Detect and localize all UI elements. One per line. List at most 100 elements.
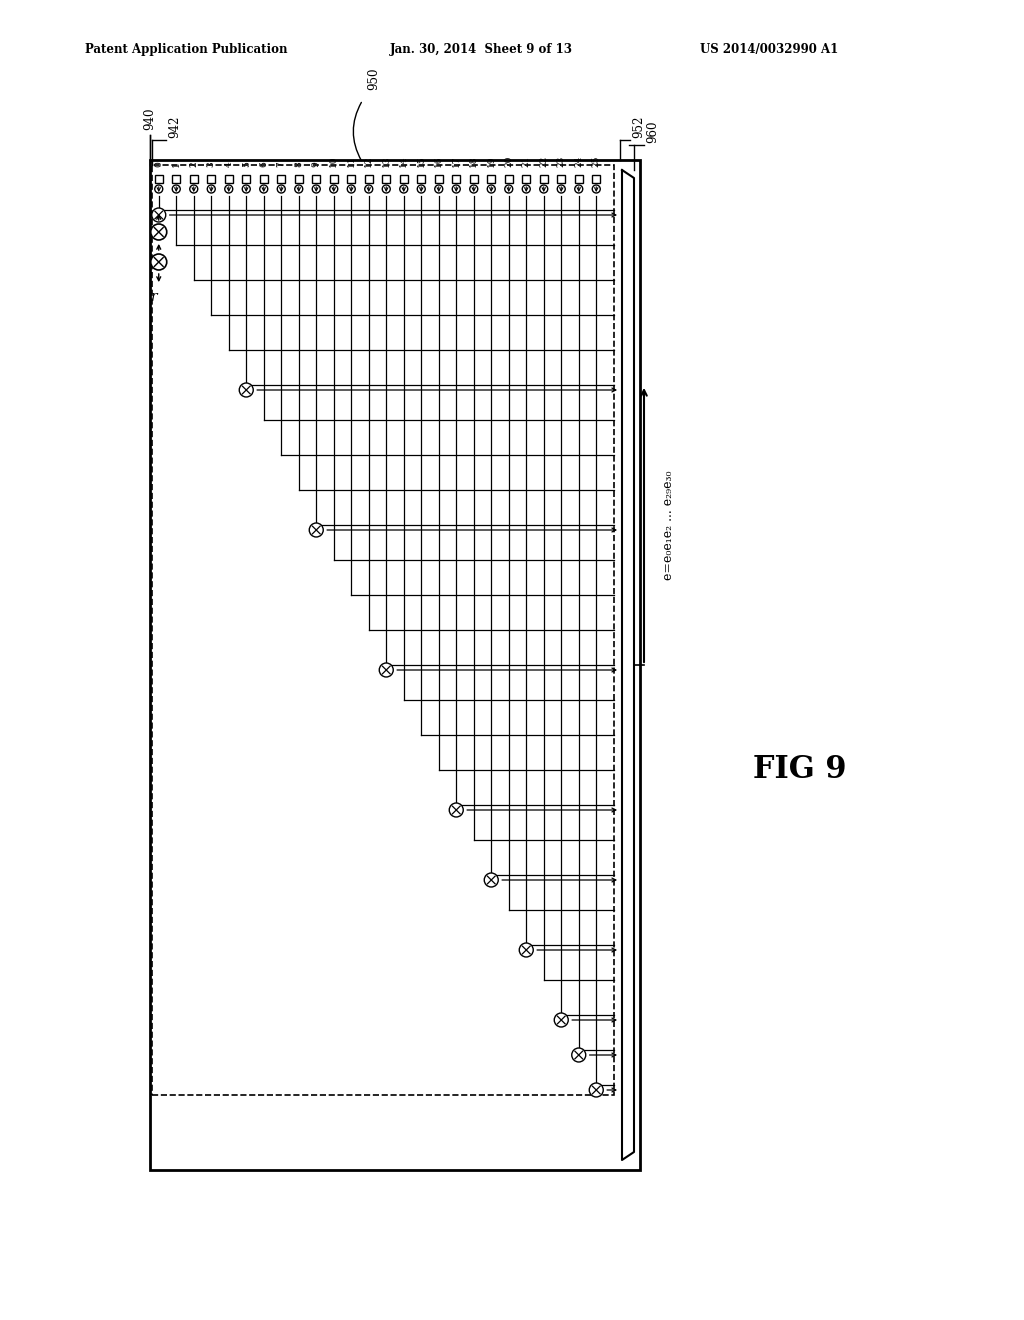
- Text: 2: 2: [189, 161, 199, 168]
- Text: 4: 4: [224, 161, 233, 168]
- Text: 950: 950: [368, 67, 381, 90]
- Circle shape: [379, 663, 393, 677]
- Bar: [207, 176, 215, 183]
- Circle shape: [557, 185, 565, 193]
- Text: 942: 942: [169, 116, 181, 139]
- Circle shape: [312, 185, 321, 193]
- Circle shape: [155, 185, 163, 193]
- Circle shape: [207, 185, 215, 193]
- Bar: [453, 176, 460, 183]
- Circle shape: [470, 185, 478, 193]
- Text: 952: 952: [632, 116, 645, 139]
- Text: r: r: [151, 290, 157, 304]
- Circle shape: [189, 185, 198, 193]
- Circle shape: [592, 185, 600, 193]
- Text: 10: 10: [330, 156, 338, 168]
- Text: 20: 20: [504, 156, 513, 168]
- Bar: [435, 176, 442, 183]
- Circle shape: [260, 185, 267, 193]
- Circle shape: [309, 523, 324, 537]
- Text: 1: 1: [172, 161, 181, 168]
- Circle shape: [589, 1082, 603, 1097]
- Text: 23: 23: [557, 156, 565, 168]
- Circle shape: [347, 185, 355, 193]
- Bar: [522, 176, 530, 183]
- Bar: [487, 176, 496, 183]
- Bar: [295, 176, 303, 183]
- Bar: [278, 176, 286, 183]
- Circle shape: [399, 185, 408, 193]
- Text: 8: 8: [294, 161, 303, 168]
- Circle shape: [487, 185, 496, 193]
- Circle shape: [151, 253, 167, 271]
- Bar: [347, 176, 355, 183]
- Text: FIG 9: FIG 9: [754, 755, 847, 785]
- Bar: [382, 176, 390, 183]
- Bar: [365, 176, 373, 183]
- Text: 6: 6: [259, 161, 268, 168]
- Circle shape: [554, 1012, 568, 1027]
- Text: 3: 3: [207, 161, 216, 168]
- Bar: [243, 176, 250, 183]
- Circle shape: [574, 185, 583, 193]
- Circle shape: [505, 185, 513, 193]
- Circle shape: [540, 185, 548, 193]
- Text: Patent Application Publication: Patent Application Publication: [85, 44, 288, 57]
- Circle shape: [450, 803, 463, 817]
- Circle shape: [382, 185, 390, 193]
- Bar: [224, 176, 232, 183]
- Bar: [417, 176, 425, 183]
- Text: 960: 960: [646, 120, 659, 143]
- Text: 25: 25: [592, 156, 601, 168]
- Circle shape: [152, 209, 166, 222]
- Text: 22: 22: [540, 156, 548, 168]
- Bar: [260, 176, 267, 183]
- Text: 14: 14: [399, 156, 409, 168]
- Bar: [330, 176, 338, 183]
- Circle shape: [330, 185, 338, 193]
- Circle shape: [295, 185, 303, 193]
- Text: 9: 9: [311, 161, 321, 168]
- Text: 12: 12: [365, 156, 374, 168]
- Circle shape: [571, 1048, 586, 1063]
- Circle shape: [365, 185, 373, 193]
- Text: 24: 24: [574, 156, 584, 168]
- Text: 19: 19: [486, 156, 496, 168]
- Circle shape: [240, 383, 253, 397]
- Circle shape: [484, 873, 499, 887]
- Circle shape: [278, 185, 286, 193]
- Text: 11: 11: [347, 156, 355, 168]
- Text: 7: 7: [276, 161, 286, 168]
- Circle shape: [435, 185, 442, 193]
- Text: 940: 940: [143, 107, 157, 129]
- Bar: [155, 176, 163, 183]
- Text: 21: 21: [522, 156, 530, 168]
- Circle shape: [522, 185, 530, 193]
- Bar: [189, 176, 198, 183]
- Text: 5: 5: [242, 161, 251, 168]
- Text: 17: 17: [452, 156, 461, 168]
- Text: 13: 13: [382, 156, 391, 168]
- Bar: [470, 176, 478, 183]
- Circle shape: [224, 185, 232, 193]
- Circle shape: [172, 185, 180, 193]
- Text: 15: 15: [417, 156, 426, 168]
- Bar: [152, 165, 613, 1096]
- Circle shape: [519, 942, 534, 957]
- Circle shape: [243, 185, 250, 193]
- Text: Jan. 30, 2014  Sheet 9 of 13: Jan. 30, 2014 Sheet 9 of 13: [390, 44, 573, 57]
- Bar: [399, 176, 408, 183]
- Bar: [150, 160, 640, 1170]
- Circle shape: [453, 185, 460, 193]
- Bar: [312, 176, 321, 183]
- Bar: [505, 176, 513, 183]
- Circle shape: [151, 224, 167, 240]
- Circle shape: [417, 185, 425, 193]
- Text: 16: 16: [434, 156, 443, 168]
- Text: e=e₀e₁e₂ ... e₂₉e₃₀: e=e₀e₁e₂ ... e₂₉e₃₀: [662, 470, 675, 579]
- Text: US 2014/0032990 A1: US 2014/0032990 A1: [700, 44, 839, 57]
- Bar: [557, 176, 565, 183]
- Bar: [540, 176, 548, 183]
- Bar: [574, 176, 583, 183]
- Bar: [592, 176, 600, 183]
